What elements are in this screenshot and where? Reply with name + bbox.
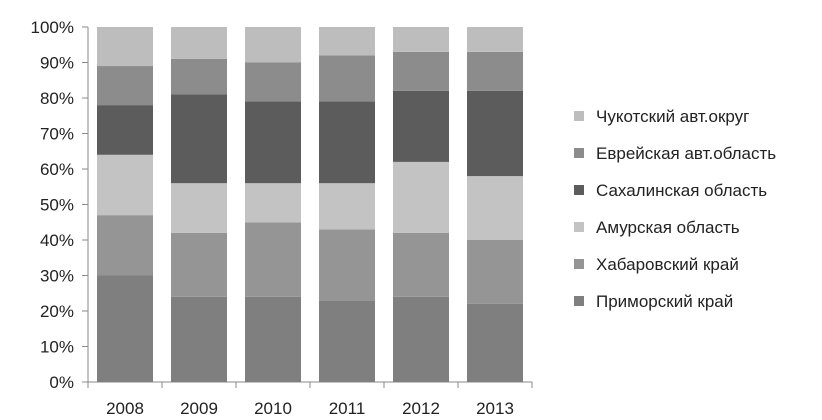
bar-segment-4-2010: [245, 101, 301, 184]
legend-swatch: [574, 185, 584, 195]
legend-swatch: [574, 148, 584, 158]
bar-segment-2-2009: [171, 232, 227, 297]
bar-segment-4-2008: [97, 105, 153, 155]
bar-segment-3-2011: [319, 183, 375, 230]
legend-label: Амурская область: [596, 218, 740, 237]
bar-segment-6-2010: [245, 27, 301, 63]
legend-swatch: [574, 111, 584, 121]
y-tick-label: 80%: [40, 89, 74, 108]
y-tick-label: 60%: [40, 160, 74, 179]
bar-segment-5-2011: [319, 55, 375, 102]
bar-segment-1-2008: [97, 275, 153, 382]
bar-segment-5-2008: [97, 66, 153, 106]
bar-segment-3-2010: [245, 183, 301, 223]
bar-segment-1-2012: [393, 296, 449, 382]
y-tick-label: 0%: [49, 373, 74, 392]
legend-label: Чукотский авт.округ: [596, 107, 749, 126]
x-tick-label: 2012: [402, 399, 440, 418]
y-tick-label: 90%: [40, 54, 74, 73]
bar-segment-4-2013: [467, 90, 523, 177]
bar-segment-5-2013: [467, 51, 523, 91]
bar-segment-3-2009: [171, 183, 227, 233]
y-tick-label: 100%: [31, 18, 74, 37]
bar-segment-6-2013: [467, 27, 523, 52]
bar-segment-3-2012: [393, 161, 449, 233]
legend-label: Хабаровский край: [596, 255, 739, 274]
bar-segment-6-2009: [171, 27, 227, 59]
bar-segment-2-2011: [319, 229, 375, 301]
y-tick-label: 10%: [40, 338, 74, 357]
bar-segment-3-2008: [97, 154, 153, 216]
bar-segment-3-2013: [467, 176, 523, 240]
bar-segment-4-2011: [319, 101, 375, 184]
legend-label: Приморский край: [596, 292, 733, 311]
legend-swatch: [574, 222, 584, 232]
bar-segment-2-2010: [245, 222, 301, 297]
bar-segment-4-2012: [393, 90, 449, 162]
legend-label: Сахалинская область: [596, 181, 767, 200]
bar-segment-2-2013: [467, 240, 523, 304]
y-tick-label: 20%: [40, 302, 74, 321]
x-tick-label: 2009: [180, 399, 218, 418]
bar-segment-1-2010: [245, 296, 301, 382]
bar-segment-1-2013: [467, 303, 523, 382]
bar-segment-4-2009: [171, 94, 227, 184]
bar-segment-2-2008: [97, 215, 153, 276]
bar-segment-6-2011: [319, 27, 375, 56]
x-tick-label: 2010: [254, 399, 292, 418]
x-tick-label: 2013: [476, 399, 514, 418]
y-tick-label: 70%: [40, 125, 74, 144]
bar-segment-2-2012: [393, 232, 449, 297]
bar-segment-5-2009: [171, 58, 227, 95]
legend-swatch: [574, 296, 584, 306]
bar-segment-1-2009: [171, 296, 227, 382]
bar-segment-1-2011: [319, 300, 375, 382]
legend-label: Еврейская авт.область: [596, 144, 776, 163]
bar-segment-5-2010: [245, 62, 301, 102]
x-tick-label: 2011: [329, 399, 366, 418]
bar-segment-6-2008: [97, 27, 153, 67]
bar-segment-6-2012: [393, 27, 449, 52]
y-tick-label: 40%: [40, 231, 74, 250]
y-tick-label: 30%: [40, 267, 74, 286]
x-tick-label: 2008: [106, 399, 144, 418]
legend-swatch: [574, 259, 584, 269]
y-tick-label: 50%: [40, 196, 74, 215]
bar-segment-5-2012: [393, 51, 449, 91]
